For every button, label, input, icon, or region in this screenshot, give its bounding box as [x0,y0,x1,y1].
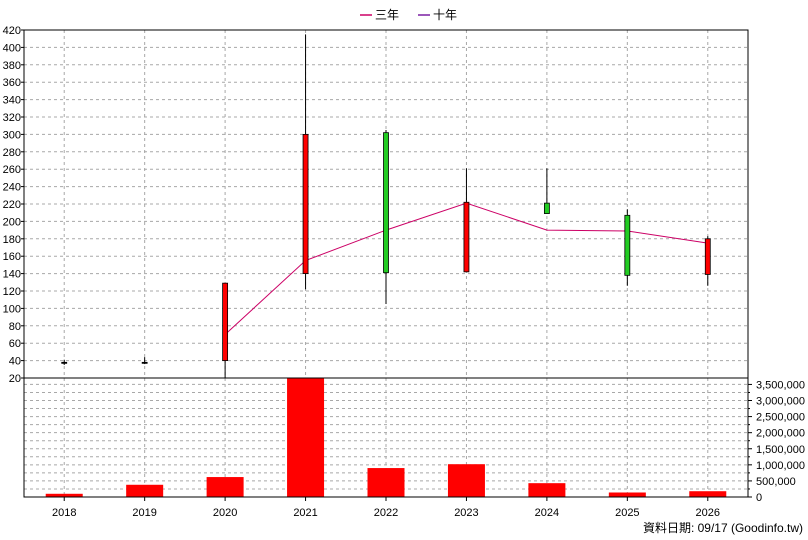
price-tick-label: 140 [3,269,21,281]
candle [383,130,389,305]
candle-body [302,133,309,274]
x-tick-label: 2023 [454,507,478,519]
x-tick-label: 2018 [52,507,76,519]
candle-body [222,282,229,362]
volume-bar [528,483,566,497]
volume-bar [287,378,325,497]
volume-bar [608,492,646,497]
volume-panel-frame [23,377,749,498]
price-tick-label: 260 [3,164,21,176]
price-tick-label: 340 [3,95,21,107]
price-tick-label: 20 [9,373,21,385]
volume-bar [367,468,405,497]
volume-bars [45,378,727,497]
price-tick-label: 120 [3,286,21,298]
price-tick-label: 400 [3,42,21,54]
volume-tick-label: 3,500,000 [756,379,805,391]
price-tick-label: 80 [9,321,21,333]
x-tick-label: 2026 [696,507,720,519]
candle-body [463,201,470,273]
price-axis: 20 40 60 80 100 120 140 160 180 200 220 240 260 280 30… [3,25,24,385]
price-tick-label: 100 [3,303,21,315]
volume-tick-label: 2,000,000 [756,428,805,440]
volume-bar [126,484,164,497]
candle [624,209,631,286]
footer-date-source: 資料日期: 09/17 (Goodinfo.tw) [643,521,803,535]
candle [61,359,68,365]
price-tick-label: 160 [3,251,21,263]
candle-body [543,202,550,214]
plot-frames [23,29,749,498]
volume-bar [447,464,485,497]
x-tick-label: 2020 [213,507,237,519]
volume-tick-label: 2,500,000 [756,412,805,424]
x-axis: 2018 2019 2020 2021 2022 2023 2024 2025 2026 [52,497,720,519]
volume-bar [689,491,727,497]
legend-item: 十年 [418,8,457,22]
candle-body [141,361,148,364]
volume-bar [45,493,83,497]
candle [463,168,470,273]
legend-label: 十年 [433,8,457,22]
candle [302,34,309,290]
volume-tick-label: 0 [756,492,762,504]
price-tick-label: 220 [3,199,21,211]
x-tick-label: 2019 [132,507,156,519]
candle [543,168,550,214]
x-tick-label: 2025 [615,507,639,519]
price-tick-label: 300 [3,129,21,141]
price-tick-label: 360 [3,77,21,89]
candle [704,236,711,286]
candle [222,282,229,378]
legend-label: 三年 [375,8,399,22]
candle-body [61,361,68,364]
x-tick-label: 2022 [374,507,398,519]
price-tick-label: 40 [9,356,21,368]
price-tick-label: 320 [3,112,21,124]
x-tick-label: 2021 [293,507,317,519]
candles [61,34,711,378]
price-tick-label: 380 [3,60,21,72]
volume-tick-label: 1,500,000 [756,444,805,456]
volume-tick-label: 500,000 [756,476,796,488]
price-tick-label: 280 [3,147,21,159]
x-tick-label: 2024 [535,507,559,519]
volume-bar [206,477,244,497]
candle-body [704,238,711,275]
price-tick-label: 420 [3,25,21,37]
candle [141,357,148,365]
volume-tick-label: 1,000,000 [756,460,805,472]
legend: 三年 十年 [360,8,457,22]
price-tick-label: 60 [9,338,21,350]
legend-item: 三年 [360,8,399,22]
candle-body [624,214,631,276]
candle-body [383,132,389,274]
volume-tick-label: 3,000,000 [756,396,805,408]
volume-axis: 0 500,000 1,000,000 1,500,000 2,000,000 2,500… [748,379,805,504]
price-tick-label: 240 [3,182,21,194]
price-tick-label: 180 [3,234,21,246]
price-tick-label: 200 [3,216,21,228]
